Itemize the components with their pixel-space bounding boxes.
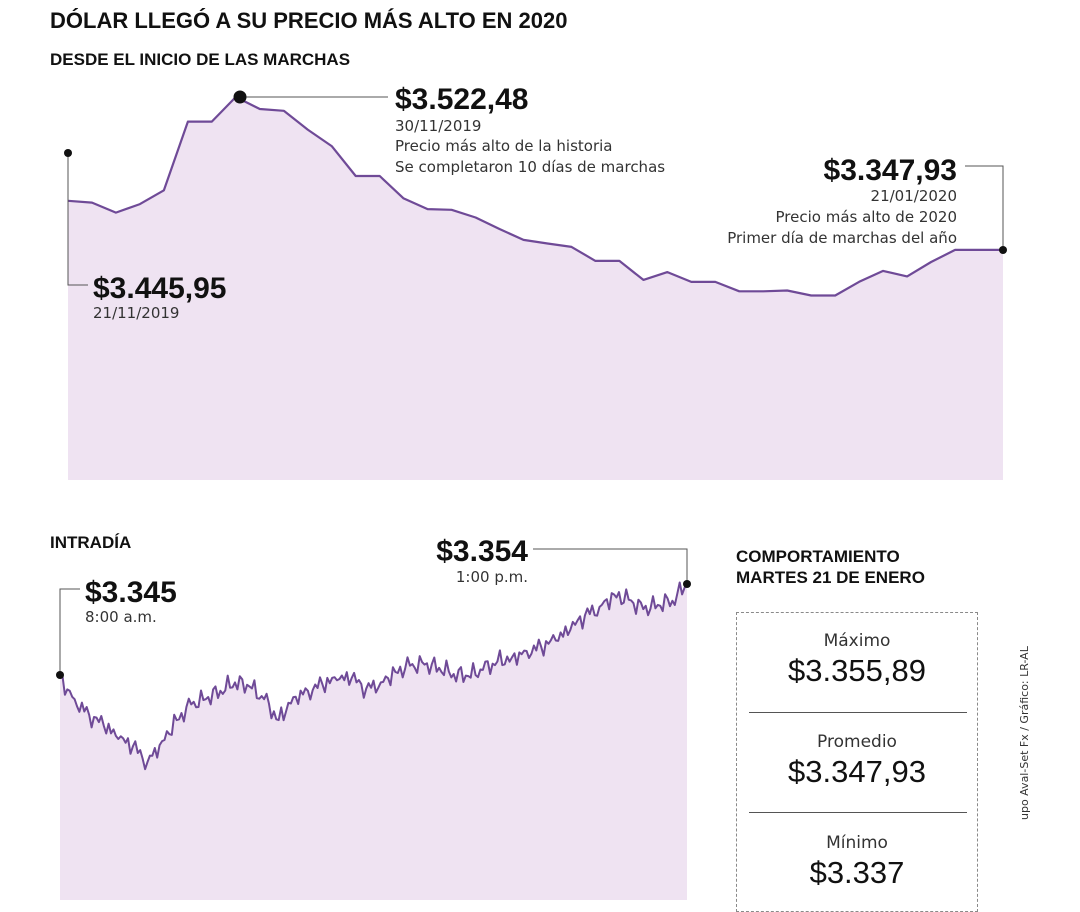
close-time-label: 1:00 p.m. [456, 568, 528, 586]
open-time-label: 8:00 a.m. [85, 608, 157, 626]
peak-note-2: Se completaron 10 días de marchas [395, 158, 665, 176]
source-credit: upo Aval-Set Fx / Gráfico: LR-AL [1018, 646, 1031, 820]
stats-title-line-2: MARTES 21 DE ENERO [736, 568, 925, 587]
stat-min: Mínimo $3.337 [737, 833, 977, 891]
start-value-label: $3.445,95 [93, 272, 226, 305]
stat-avg: Promedio $3.347,93 [737, 732, 977, 790]
stats-title: COMPORTAMIENTO MARTES 21 DE ENERO [736, 546, 925, 588]
peak-date-label: 30/11/2019 [395, 117, 481, 135]
end-leader-line [965, 165, 1004, 250]
main-chart-subtitle: DESDE EL INICIO DE LAS MARCHAS [50, 50, 351, 69]
intraday-price-line [59, 581, 688, 771]
peak-value-label: $3.522,48 [395, 83, 528, 116]
stat-max: Máximo $3.355,89 [737, 631, 977, 689]
close-leader-line [533, 548, 688, 583]
intraday-area-fill [60, 582, 687, 900]
main-price-line [67, 95, 1003, 297]
chart-headline: DÓLAR LLEGÓ A SU PRECIO MÁS ALTO EN 2020 [50, 8, 568, 33]
start-leader-line [67, 153, 88, 286]
stats-title-line-1: COMPORTAMIENTO [736, 547, 900, 566]
open-value-label: $3.345 [85, 576, 177, 609]
stat-divider [749, 712, 967, 713]
peak-note-1: Precio más alto de la historia [395, 137, 613, 155]
close-value-label: $3.354 [436, 535, 528, 568]
peak-marker [233, 90, 247, 104]
close-marker [683, 580, 691, 588]
end-value-label: $3.347,93 [824, 154, 957, 187]
main-area-fill [68, 97, 1003, 480]
intraday-chart-subtitle: INTRADÍA [50, 533, 132, 552]
stat-max-label: Máximo [823, 631, 891, 651]
end-marker [999, 246, 1007, 254]
end-note-2: Primer día de marchas del año [727, 229, 957, 247]
end-date-label: 21/01/2020 [871, 187, 957, 205]
stats-box: Máximo $3.355,89 Promedio $3.347,93 Míni… [736, 612, 978, 912]
end-note-1: Precio más alto de 2020 [776, 208, 957, 226]
stat-avg-label: Promedio [817, 732, 897, 752]
stat-min-value: $3.337 [809, 855, 905, 890]
open-leader-line [59, 588, 80, 675]
start-marker [64, 149, 72, 157]
open-marker [56, 671, 64, 679]
start-date-label: 21/11/2019 [93, 304, 179, 322]
stat-max-value: $3.355,89 [788, 653, 926, 688]
stat-divider [749, 812, 967, 813]
stat-avg-value: $3.347,93 [788, 754, 926, 789]
stat-min-label: Mínimo [826, 833, 888, 853]
